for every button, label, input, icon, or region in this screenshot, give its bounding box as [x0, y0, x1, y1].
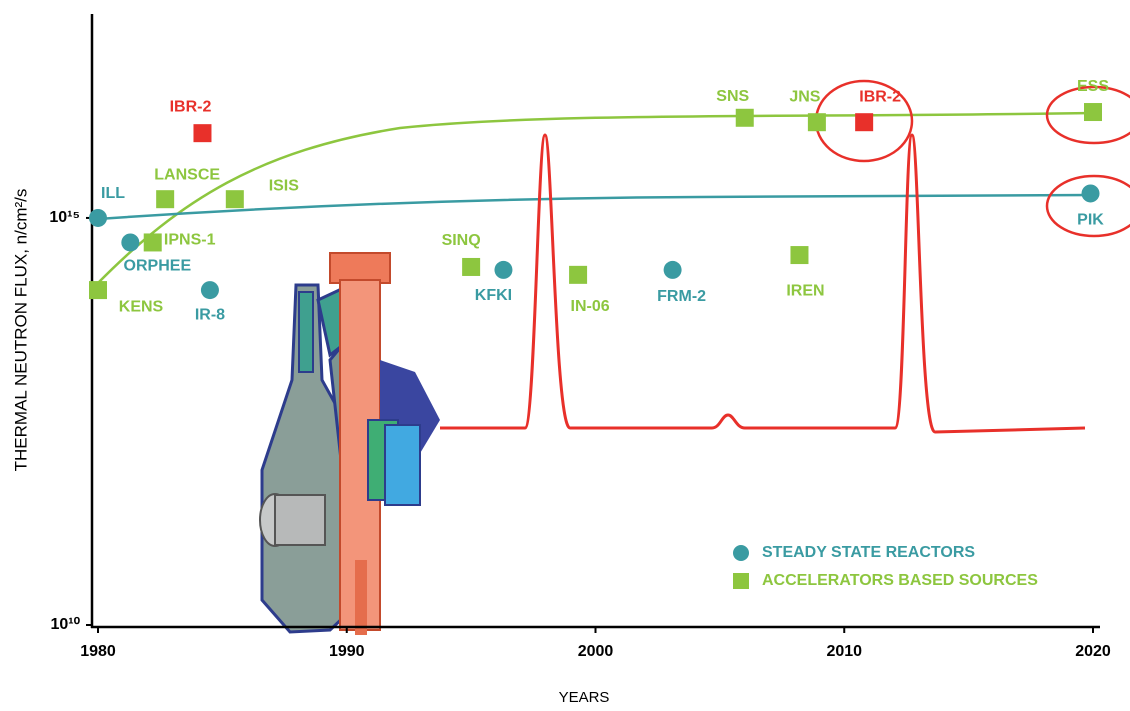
data-point	[193, 124, 212, 143]
data-point	[121, 233, 140, 252]
y-axis-label: THERMAL NEUTRON FLUX, n/cm²/s	[11, 189, 30, 472]
x-tick-label: 1990	[329, 643, 365, 660]
data-point	[462, 257, 481, 276]
data-point	[1084, 103, 1102, 122]
x-tick-label: 1980	[80, 643, 116, 660]
y-tick-label: 10¹⁵	[49, 209, 80, 226]
legend-label: ACCELERATORS BASED SOURCES	[762, 572, 1038, 589]
point-label: IN-06	[571, 298, 610, 315]
point-label: IBR-2	[859, 88, 901, 105]
reactor-trend	[97, 193, 1094, 221]
point-label: JNS	[789, 88, 820, 105]
point-label: ESS	[1077, 78, 1109, 95]
point-label: PIK	[1077, 212, 1104, 229]
point-label: IREN	[786, 282, 824, 299]
point-label: SNS	[716, 88, 749, 105]
pulse-curve	[440, 133, 1086, 434]
point-label: IR-8	[195, 306, 225, 323]
x-axis-label: YEARS	[559, 689, 610, 706]
y-tick-label: 10¹⁰	[50, 616, 80, 633]
data-point	[569, 265, 588, 284]
point-label: FRM-2	[657, 288, 706, 305]
data-point	[89, 208, 107, 227]
x-tick-label: 2000	[578, 643, 614, 660]
legend-label: STEADY STATE REACTORS	[762, 544, 975, 561]
data-point	[200, 281, 219, 300]
data-point	[156, 190, 175, 209]
point-label: KFKI	[475, 287, 512, 304]
data-point	[855, 113, 874, 132]
data-point	[663, 260, 682, 279]
data-point	[143, 233, 162, 252]
legend-marker	[733, 573, 749, 589]
data-point	[89, 281, 107, 300]
highlight-ring	[1045, 174, 1130, 238]
data-point	[735, 108, 754, 127]
point-label: ILL	[101, 185, 125, 202]
point-label: SINQ	[442, 232, 481, 249]
x-tick-label: 2020	[1075, 643, 1111, 660]
data-point	[807, 113, 826, 132]
point-label: KENS	[119, 298, 164, 315]
point-label: LANSCE	[154, 166, 220, 183]
point-label: ISIS	[269, 177, 300, 194]
point-label: IPNS-1	[164, 232, 216, 249]
point-label: ORPHEE	[124, 258, 192, 275]
data-point	[790, 246, 809, 265]
data-point	[494, 260, 513, 279]
data-point	[1081, 184, 1100, 203]
legend-marker	[733, 545, 749, 561]
data-point	[225, 190, 244, 209]
point-label: IBR-2	[170, 98, 212, 115]
reactor-illustration	[259, 252, 440, 635]
highlight-ring	[1045, 85, 1130, 145]
x-tick-label: 2010	[826, 643, 862, 660]
